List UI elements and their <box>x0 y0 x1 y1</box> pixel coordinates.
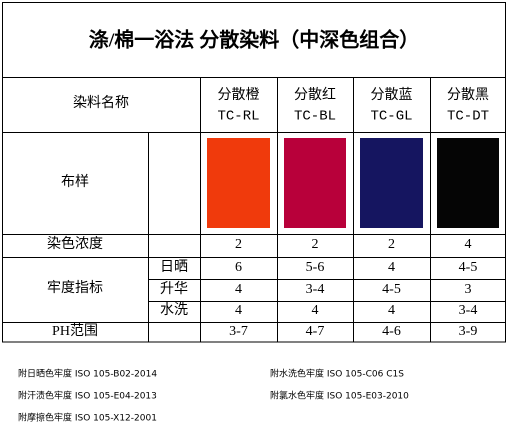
cell: 4 <box>388 260 395 275</box>
header-label: 染料名称 <box>73 95 129 111</box>
row-label: PH范围 <box>52 322 98 339</box>
cell: 3-4 <box>459 303 478 318</box>
title: 涤/棉一浴法 分散染料（中深色组合） <box>89 28 420 52</box>
cell: 3-7 <box>229 324 248 339</box>
cell: 4-5 <box>459 260 478 275</box>
dye-name: 分散红 <box>294 87 336 103</box>
cell: 3-9 <box>459 324 478 339</box>
cell: 2 <box>312 237 319 252</box>
row-label: 染色浓度 <box>47 235 103 252</box>
note: 附日晒色牢度 ISO 105-B02-2014 <box>18 368 157 380</box>
swatch <box>284 138 346 228</box>
row-label: 牢度指标 <box>47 280 103 296</box>
cell: 4 <box>312 303 319 318</box>
dye-code: TC-DT <box>447 109 489 125</box>
cell: 4-6 <box>382 324 401 339</box>
cell: 4 <box>235 282 242 297</box>
row-label: 布样 <box>61 174 89 190</box>
dye-name: 分散橙 <box>218 87 260 103</box>
swatch <box>360 138 423 228</box>
dye-name: 分散蓝 <box>371 87 413 103</box>
note: 附摩擦色牢度 ISO 105-X12-2001 <box>18 412 157 424</box>
note: 附汗渍色牢度 ISO 105-E04-2013 <box>18 390 157 402</box>
sub-label: 水洗 <box>160 302 188 318</box>
dye-code: TC-RL <box>217 109 259 125</box>
swatch <box>437 138 499 228</box>
cell: 2 <box>235 237 242 252</box>
cell: 5-6 <box>306 260 325 275</box>
cell: 4 <box>235 303 242 318</box>
dye-code: TC-BL <box>294 109 336 125</box>
cell: 3 <box>465 282 472 297</box>
cell: 4-7 <box>306 324 325 339</box>
cell: 3-4 <box>306 282 325 297</box>
dye-name: 分散黑 <box>447 87 489 103</box>
cell: 4 <box>465 237 472 252</box>
table-border <box>2 2 506 343</box>
note: 附水洗色牢度 ISO 105-C06 C1S <box>270 368 404 380</box>
cell: 4-5 <box>382 282 401 297</box>
cell: 6 <box>235 260 242 275</box>
cell: 4 <box>388 303 395 318</box>
sub-label: 日晒 <box>160 260 188 275</box>
cell: 2 <box>388 237 395 252</box>
note: 附氯水色牢度 ISO 105-E03-2010 <box>270 390 409 402</box>
dye-code: TC-GL <box>370 109 412 125</box>
swatch <box>207 138 270 228</box>
sub-label: 升华 <box>160 281 188 297</box>
